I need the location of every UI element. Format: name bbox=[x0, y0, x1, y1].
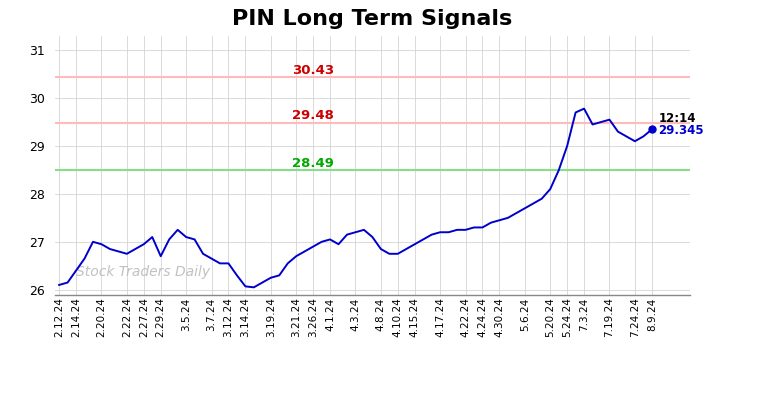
Text: 28.49: 28.49 bbox=[292, 156, 334, 170]
Text: Stock Traders Daily: Stock Traders Daily bbox=[76, 265, 210, 279]
Text: 12:14: 12:14 bbox=[659, 113, 696, 125]
Text: 29.345: 29.345 bbox=[659, 125, 704, 137]
Text: 30.43: 30.43 bbox=[292, 64, 334, 77]
Title: PIN Long Term Signals: PIN Long Term Signals bbox=[232, 9, 513, 29]
Text: 29.48: 29.48 bbox=[292, 109, 334, 122]
